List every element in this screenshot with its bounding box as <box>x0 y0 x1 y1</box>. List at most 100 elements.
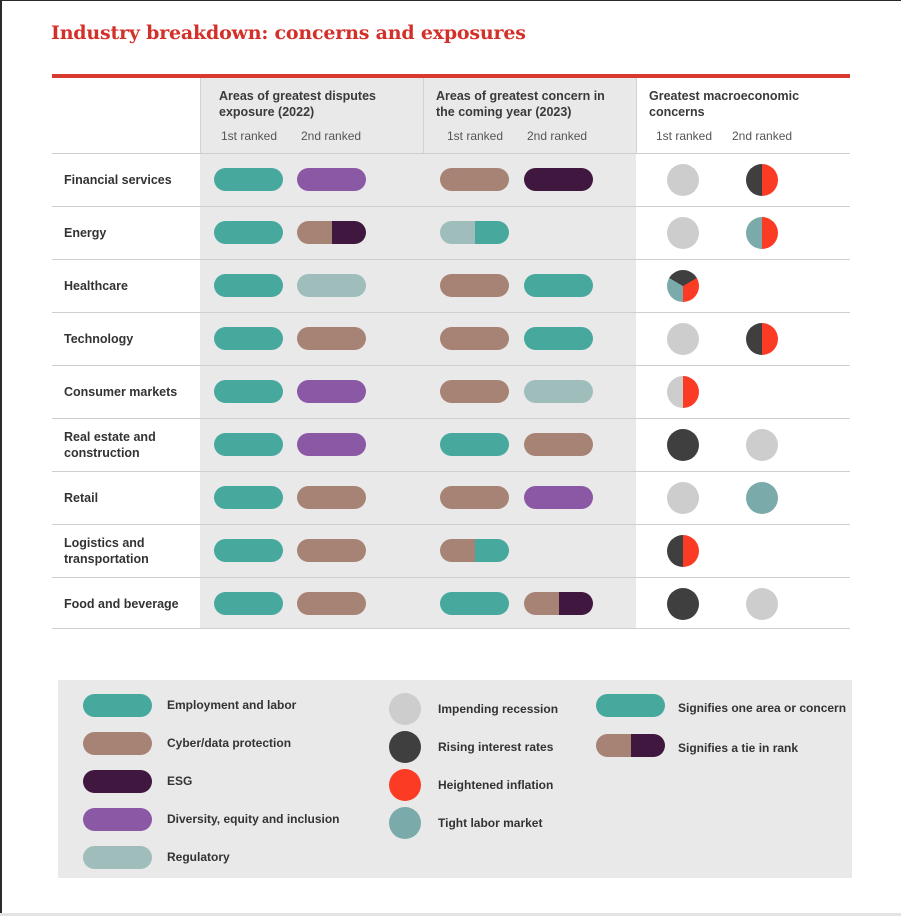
pill-segment-regulatory <box>83 846 152 869</box>
pill-segment-dei <box>297 380 366 403</box>
frame-border-top <box>0 0 901 1</box>
legend-label-recession: Impending recession <box>438 702 559 716</box>
pill-segment-employment <box>596 694 665 717</box>
legend-swatch-esg <box>83 770 152 793</box>
legend-swatch-cyber <box>83 732 152 755</box>
column-separator <box>200 78 201 153</box>
exposure-pill-rank-1 <box>214 592 283 615</box>
pill-segment-esg <box>524 168 593 191</box>
pill-segment-cyber <box>297 592 366 615</box>
concern-pill-rank-1 <box>440 486 509 509</box>
macro-dot-rank-2 <box>746 482 778 514</box>
column-separator <box>636 78 637 153</box>
macro-dot-rank-1 <box>667 482 699 514</box>
pill-segment-employment <box>474 221 509 244</box>
legend-label-inflation: Heightened inflation <box>438 778 554 792</box>
exposure-pill-rank-1 <box>214 486 283 509</box>
group-header-macro: Greatest macroeconomic concerns <box>649 89 800 119</box>
pill-segment-cyber <box>297 327 366 350</box>
pill-segment-cyber <box>596 734 631 757</box>
rank-header-macro-2: 2nd ranked <box>732 129 793 143</box>
macro-dot-rank-1 <box>667 588 699 620</box>
macro-dot-rank-1 <box>667 217 699 249</box>
exposure-pill-rank-1 <box>214 168 283 191</box>
pill-segment-cyber <box>440 327 509 350</box>
concern-pill-rank-1 <box>440 380 509 403</box>
macro-dot-rank-1 <box>667 164 699 196</box>
industry-label: Logistics and transportation <box>64 536 149 566</box>
column-separator <box>423 78 424 153</box>
pill-segment-regulatory <box>440 221 475 244</box>
pill-segment-employment <box>440 433 509 456</box>
industry-label: Financial services <box>64 173 172 187</box>
exposure-pill-rank-2 <box>297 327 366 350</box>
pill-segment-dei <box>524 486 593 509</box>
pill-segment-employment <box>214 274 283 297</box>
concern-pill-rank-2 <box>524 592 593 615</box>
pill-segment-cyber <box>297 539 366 562</box>
group-header-exposure: Areas of greatest disputes exposure (202… <box>219 89 376 119</box>
exposure-pill-rank-2 <box>297 221 366 244</box>
concern-pill-rank-1 <box>440 221 509 244</box>
macro-dot-rank-2 <box>746 217 778 249</box>
pill-segment-employment <box>214 539 283 562</box>
pill-segment-regulatory <box>297 274 366 297</box>
pill-segment-cyber <box>297 486 366 509</box>
industry-label: Retail <box>64 491 99 505</box>
table-row <box>52 524 850 578</box>
pill-segment-employment <box>214 592 283 615</box>
legend-swatch-regulatory <box>83 846 152 869</box>
exposure-pill-rank-2 <box>297 486 366 509</box>
pill-segment-cyber <box>83 732 152 755</box>
concern-pill-rank-2 <box>524 274 593 297</box>
pill-segment-esg <box>83 770 152 793</box>
exposure-pill-rank-2 <box>297 433 366 456</box>
legend: Employment and labor Cyber/data protectio… <box>58 680 852 878</box>
exposure-pill-rank-2 <box>297 539 366 562</box>
rank-header-macro-1: 1st ranked <box>656 129 713 143</box>
concern-pill-rank-1 <box>440 592 509 615</box>
pill-segment-employment <box>214 221 283 244</box>
concern-pill-rank-1 <box>440 168 509 191</box>
table-row <box>52 312 850 366</box>
concern-pill-rank-2 <box>524 486 593 509</box>
exposure-pill-rank-1 <box>214 274 283 297</box>
legend-signifier-pill <box>596 734 665 757</box>
legend-label-esg: ESG <box>167 774 193 788</box>
exposure-pill-rank-2 <box>297 168 366 191</box>
pill-segment-cyber <box>440 168 509 191</box>
pill-segment-employment <box>83 694 152 717</box>
pill-segment-cyber <box>440 380 509 403</box>
rank-header-exposure-1: 1st ranked <box>221 129 278 143</box>
industry-label: Consumer markets <box>64 385 178 399</box>
pill-segment-employment <box>524 274 593 297</box>
group-header-concern: Areas of greatest concern in the coming … <box>436 89 605 119</box>
frame-border-left <box>0 0 2 916</box>
table-row <box>52 471 850 525</box>
table-row <box>52 206 850 260</box>
concern-pill-rank-1 <box>440 433 509 456</box>
legend-dot-inflation <box>389 769 421 801</box>
legend-dot-labor <box>389 807 421 839</box>
legend-swatch-employment <box>83 694 152 717</box>
macro-dot-rank-1 <box>667 376 699 408</box>
table-row <box>52 153 850 207</box>
pill-segment-employment <box>214 327 283 350</box>
pill-segment-cyber <box>440 486 509 509</box>
pill-segment-employment <box>214 380 283 403</box>
rank-header-concern-2: 2nd ranked <box>527 129 588 143</box>
concern-pill-rank-1 <box>440 327 509 350</box>
industry-label: Technology <box>64 332 134 346</box>
concern-pill-rank-2 <box>524 380 593 403</box>
legend-label-employment: Employment and labor <box>167 698 297 712</box>
pill-segment-esg <box>558 592 593 615</box>
legend-dot-interest <box>389 731 421 763</box>
table-row <box>52 365 850 419</box>
table-row <box>52 577 850 631</box>
bottom-edge-bar <box>0 913 901 916</box>
exposure-pill-rank-1 <box>214 380 283 403</box>
macro-dot-rank-1 <box>667 270 699 302</box>
pill-segment-employment <box>214 486 283 509</box>
concern-pill-rank-2 <box>524 168 593 191</box>
exposure-pill-rank-1 <box>214 327 283 350</box>
